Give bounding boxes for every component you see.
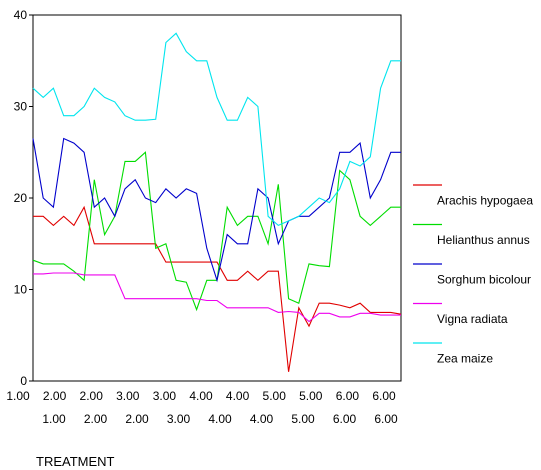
x-axis-title: TREATMENT [36,454,115,469]
series-line-0 [33,205,402,372]
x-tick-label: 5.00 [291,412,315,426]
y-tick-label: 40 [14,8,28,22]
legend-label: Helianthus annus [437,233,530,247]
legend-label: Zea maize [437,352,493,366]
x-tick-label: 2.00 [80,389,104,403]
x-tick-label: 1.00 [6,389,30,403]
x-tick-label: 2.00 [125,412,149,426]
series-group [32,32,402,372]
x-axis: 1.00 2.00 2.00 3.00 3.00 4.00 4.00 5.00 5.00 6.00… [6,389,398,426]
x-tick-label: 3.00 [153,389,177,403]
y-tick-label: 20 [14,191,28,205]
series-line-2 [32,137,401,283]
x-tick-label: 5.00 [263,389,287,403]
x-tick-label: 2.00 [84,412,108,426]
y-tick-label: 30 [14,100,28,114]
x-tick-label: 4.00 [189,389,213,403]
x-tick-label: 3.00 [167,412,191,426]
y-axis: 0 10 20 30 40 [14,8,33,388]
y-tick-label: 0 [20,374,27,388]
x-tick-label: 6.00 [336,389,360,403]
y-tick-label: 10 [14,283,28,297]
x-tick-label: 6.00 [333,412,357,426]
plot-frame [32,14,402,382]
x-tick-label: 5.00 [299,389,323,403]
x-tick-label: 3.00 [116,389,140,403]
x-tick-label: 4.00 [208,412,232,426]
legend-label: Vigna radiata [437,312,508,326]
x-tick-label: 1.00 [42,412,66,426]
x-tick-label: 6.00 [372,389,396,403]
x-tick-label: 4.00 [250,412,274,426]
series-line-3 [33,272,401,323]
x-tick-label: 6.00 [374,412,398,426]
x-tick-label: 2.00 [43,389,67,403]
legend-label: Arachis hypogaea [437,194,533,208]
legend: Arachis hypogaea Helianthus annus Sorghum … [413,184,533,366]
legend-label: Sorghum bicolour [437,273,531,287]
x-tick-label: 4.00 [226,389,250,403]
series-line-4 [32,32,401,227]
